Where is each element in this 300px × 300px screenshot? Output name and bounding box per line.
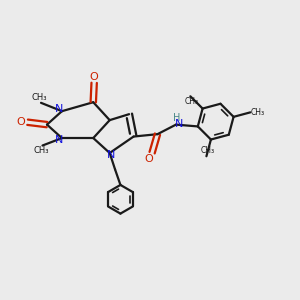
Text: CH₃: CH₃ [33,146,49,155]
Text: N: N [175,119,183,129]
Text: N: N [55,104,63,114]
Text: CH₃: CH₃ [251,108,265,117]
Text: CH₃: CH₃ [32,93,47,102]
Text: N: N [107,150,116,161]
Text: CH₃: CH₃ [185,97,199,106]
Text: O: O [16,117,26,127]
Text: O: O [144,154,153,164]
Text: O: O [90,72,98,82]
Text: H: H [173,113,180,123]
Text: N: N [55,135,63,146]
Text: CH₃: CH₃ [201,146,215,155]
